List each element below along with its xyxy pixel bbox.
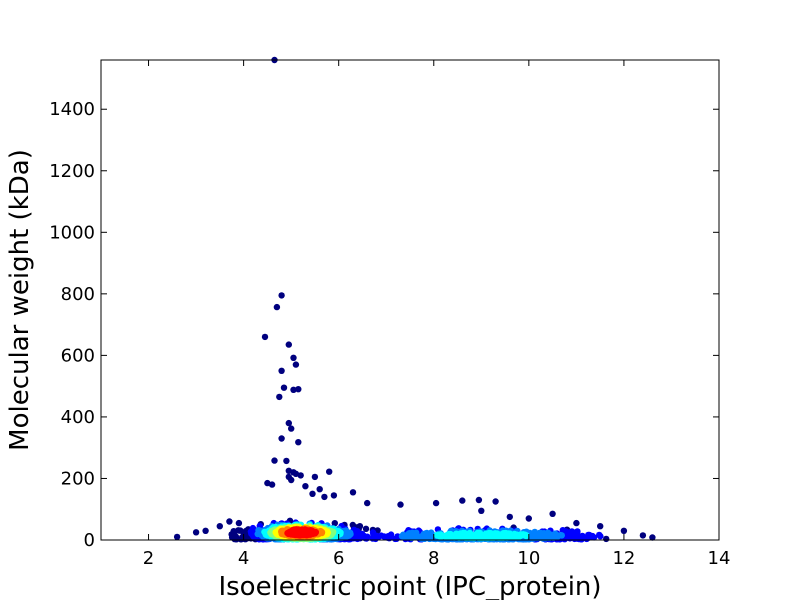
data-point [309,490,316,497]
y-tick-label: 1000 [49,222,95,243]
data-point [276,393,283,401]
y-tick-label: 0 [84,530,95,551]
y-tick-label: 1400 [49,99,95,120]
x-tick-label: 12 [612,548,635,569]
data-point [295,439,302,446]
data-point [273,303,281,311]
y-tick-label: 600 [61,345,95,366]
data-point [478,507,485,514]
ticks-layer: 2 4 6 8 10 12 14 0 200 400 600 800 1000 1200 1400 [49,60,730,569]
data-point [278,435,285,442]
data-point [362,525,370,532]
data-point [290,354,297,361]
x-axis-title: Isoelectric point (IPC_protein) [218,572,601,600]
data-point [525,515,532,522]
data-point [476,532,483,539]
data-point [173,533,181,541]
data-point [202,527,209,534]
x-tick-label: 14 [708,548,731,569]
data-point [290,386,297,393]
data-point [549,510,556,517]
data-point [639,532,647,539]
data-point [278,292,285,299]
plot-frame [100,59,720,541]
data-point [620,527,628,534]
y-tick-label: 800 [61,284,95,305]
data-point [311,473,319,481]
data-point [603,535,610,543]
data-point [597,523,604,530]
data-point [492,498,499,505]
data-point [349,489,357,496]
data-point [297,472,304,479]
y-axis-title: Molecular weight (kDa) [5,149,35,451]
data-point [288,476,295,484]
data-point [292,361,300,368]
y-tick-label: 400 [61,407,95,428]
data-point [261,333,269,341]
data-point [579,532,586,540]
data-point [387,531,395,538]
y-tick-label: 200 [61,468,95,489]
data-point [285,341,292,348]
data-point [330,492,338,499]
data-point [506,513,513,521]
data-point [278,367,285,374]
data-point [192,529,200,536]
x-tick-label: 2 [143,548,154,569]
data-point [596,531,603,539]
data-point [283,457,290,465]
data-point [373,532,380,539]
x-tick-label: 8 [428,548,439,569]
data-point [573,519,580,527]
data-point [321,493,328,501]
data-point [285,419,292,427]
data-point [288,425,295,432]
data-point [280,384,288,391]
data-point [364,499,371,507]
points-layer [173,56,656,543]
x-tick-label: 4 [238,548,249,569]
data-point [226,518,233,525]
y-tick-label: 1200 [49,161,95,182]
data-point [268,481,276,488]
data-point [302,483,309,490]
data-point [235,519,243,527]
x-tick-label: 10 [517,548,540,569]
data-point [302,529,309,536]
data-point [397,501,404,508]
data-point [459,497,466,504]
data-point [326,468,333,475]
data-point [649,534,656,541]
data-point [475,496,483,504]
data-point [296,528,303,536]
data-point [316,486,323,493]
data-point [216,523,223,530]
x-tick-label: 6 [333,548,344,569]
data-point [271,457,278,464]
data-point [292,470,300,477]
data-point [331,520,338,527]
data-point [432,499,440,507]
data-point [295,386,302,393]
